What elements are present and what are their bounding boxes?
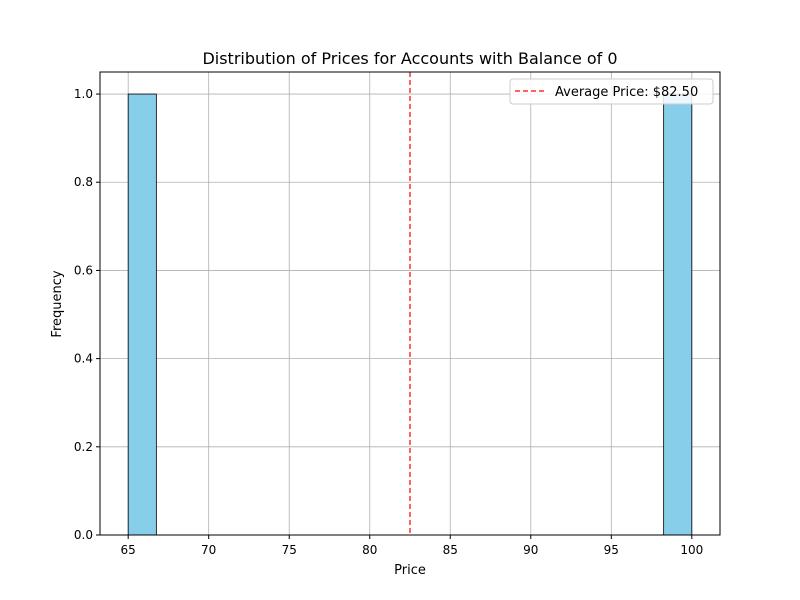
x-tick-label: 95: [604, 543, 619, 557]
x-tick-label: 90: [523, 543, 538, 557]
y-tick-label: 1.0: [74, 87, 93, 101]
x-ticks: 65 70 75 80 85 90 95 100: [121, 535, 703, 557]
x-tick-label: 100: [680, 543, 703, 557]
y-tick-label: 0.2: [74, 440, 93, 454]
histogram-bar: [127, 93, 157, 536]
legend-label: Average Price: $82.50: [555, 85, 698, 100]
y-tick-label: 0.0: [74, 528, 93, 542]
chart-title: Distribution of Prices for Accounts with…: [202, 49, 617, 68]
y-tick-label: 0.4: [74, 352, 93, 366]
x-tick-label: 75: [282, 543, 297, 557]
x-tick-label: 65: [121, 543, 136, 557]
x-tick-label: 70: [201, 543, 216, 557]
legend: Average Price: $82.50: [509, 78, 714, 105]
plot-frame: [99, 71, 721, 536]
y-tick-label: 0.6: [74, 263, 93, 277]
legend-box: [509, 78, 714, 105]
bars: [127, 93, 693, 536]
x-axis-label: Price: [394, 563, 426, 578]
x-tick-label: 85: [443, 543, 458, 557]
x-tick-label: 80: [362, 543, 377, 557]
y-axis-label: Frequency: [50, 270, 65, 337]
histogram-bar: [663, 93, 693, 536]
y-tick-label: 0.8: [74, 175, 93, 189]
y-ticks: 0.0 0.2 0.4 0.6 0.8 1.0: [74, 87, 100, 542]
